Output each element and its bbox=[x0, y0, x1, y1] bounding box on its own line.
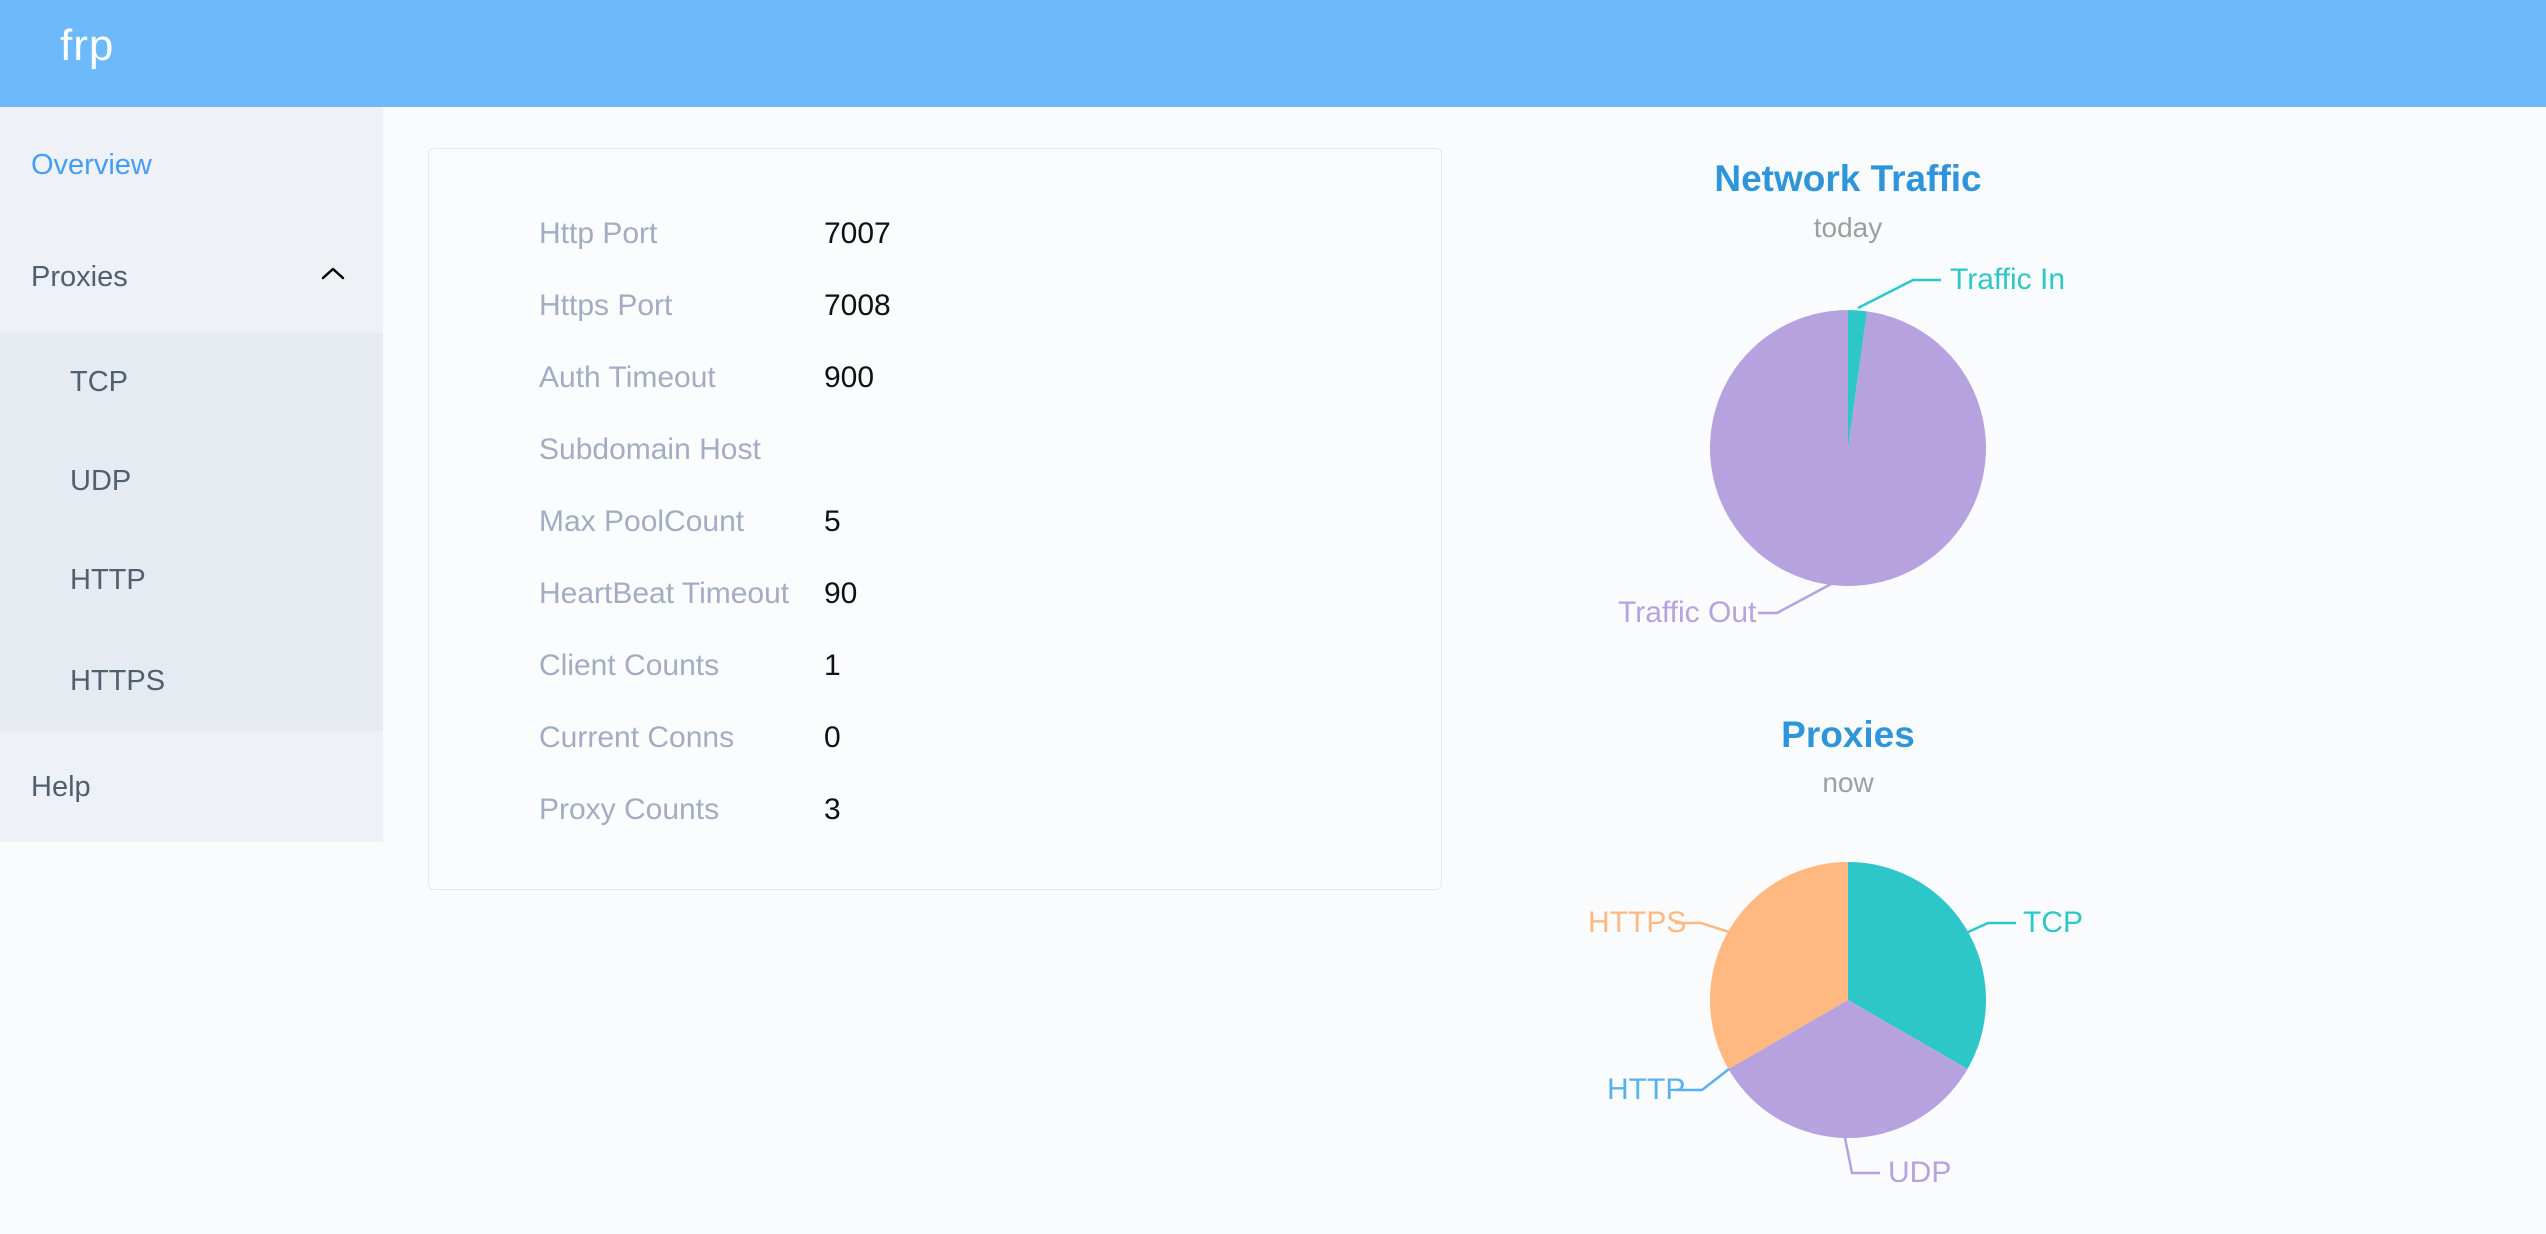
app-logo: frp bbox=[60, 21, 115, 70]
sidebar-item-tcp[interactable]: TCP bbox=[70, 366, 128, 398]
sidebar: Overview Proxies TCP UDP HTTP HTTPS Help bbox=[0, 107, 383, 842]
pie-leader-line bbox=[1857, 278, 1941, 310]
pie[interactable] bbox=[1709, 310, 1986, 586]
row-label: Auth Timeout bbox=[539, 361, 716, 394]
table-row: Https Port 7008 bbox=[429, 291, 1441, 321]
table-row: Http Port 7007 bbox=[429, 219, 1441, 249]
pie-slice-tcp[interactable] bbox=[1848, 862, 1986, 1069]
row-label: Max PoolCount bbox=[539, 505, 745, 538]
sidebar-item-help[interactable]: Help bbox=[31, 771, 91, 803]
pie-leader-line bbox=[1758, 581, 1834, 615]
network-traffic-chart: Network Traffic today Traffic In Traffic… bbox=[1560, 140, 2260, 660]
row-value: 900 bbox=[824, 361, 875, 394]
chevron-up-icon[interactable] bbox=[320, 266, 346, 282]
pie-label-tcp: TCP bbox=[2023, 906, 2083, 939]
table-row: Client Counts 1 bbox=[429, 651, 1441, 681]
chart-title: Network Traffic bbox=[1714, 158, 1982, 199]
pie[interactable] bbox=[1710, 862, 1986, 1138]
sidebar-item-http[interactable]: HTTP bbox=[70, 564, 146, 596]
chart-title: Proxies bbox=[1781, 714, 1915, 755]
table-row: Max PoolCount 5 bbox=[429, 507, 1441, 537]
proxies-chart: Proxies now TCP UDP HTTP HTTPS bbox=[1560, 680, 2260, 1234]
chart-subtitle: now bbox=[1822, 767, 1874, 798]
pie-leader-line bbox=[1675, 1068, 1730, 1092]
row-value: 90 bbox=[824, 577, 858, 610]
table-row: Proxy Counts 3 bbox=[429, 795, 1441, 825]
pie-leader-line bbox=[1965, 921, 2016, 935]
row-value: 5 bbox=[824, 505, 841, 538]
row-label: Http Port bbox=[539, 217, 658, 250]
table-row: Subdomain Host bbox=[429, 435, 1441, 465]
server-info-card: Http Port 7007 Https Port 7008 Auth Time… bbox=[428, 148, 1442, 890]
pie-label-traffic-in: Traffic In bbox=[1950, 263, 2066, 296]
row-value: 0 bbox=[824, 721, 841, 754]
row-value: 1 bbox=[824, 649, 841, 682]
table-row: Auth Timeout 900 bbox=[429, 363, 1441, 393]
sidebar-submenu bbox=[0, 333, 383, 731]
row-value: 3 bbox=[824, 793, 841, 826]
pie-label-udp: UDP bbox=[1888, 1156, 1952, 1189]
sidebar-item-proxies[interactable]: Proxies bbox=[31, 261, 128, 293]
sidebar-item-udp[interactable]: UDP bbox=[70, 465, 132, 497]
row-label: Current Conns bbox=[539, 721, 735, 754]
sidebar-item-overview[interactable]: Overview bbox=[31, 149, 152, 181]
sidebar-item-https[interactable]: HTTPS bbox=[70, 665, 166, 697]
pie-slice-udp[interactable] bbox=[1728, 1000, 1968, 1138]
table-row: HeartBeat Timeout 90 bbox=[429, 579, 1441, 609]
pie-slice-traffic-in[interactable] bbox=[1848, 310, 1868, 448]
pie-slice-https[interactable] bbox=[1710, 862, 1848, 1069]
row-value: 7008 bbox=[824, 289, 891, 322]
pie-leader-line bbox=[1843, 1137, 1880, 1175]
row-label: Client Counts bbox=[539, 649, 720, 682]
row-label: HeartBeat Timeout bbox=[539, 577, 790, 610]
row-label: Subdomain Host bbox=[539, 433, 761, 466]
pie-label-traffic-out: Traffic Out bbox=[1618, 596, 1757, 629]
chart-subtitle: today bbox=[1813, 212, 1883, 243]
app-header: frp bbox=[0, 0, 2546, 107]
row-label: Proxy Counts bbox=[539, 793, 720, 826]
pie-label-http: HTTP bbox=[1607, 1073, 1686, 1106]
row-label: Https Port bbox=[539, 289, 673, 322]
pie-leader-line bbox=[1675, 921, 1730, 934]
table-row: Current Conns 0 bbox=[429, 723, 1441, 753]
pie-label-https: HTTPS bbox=[1588, 906, 1687, 939]
row-value: 7007 bbox=[824, 217, 891, 250]
pie-slice-traffic-out[interactable] bbox=[1709, 310, 1986, 586]
